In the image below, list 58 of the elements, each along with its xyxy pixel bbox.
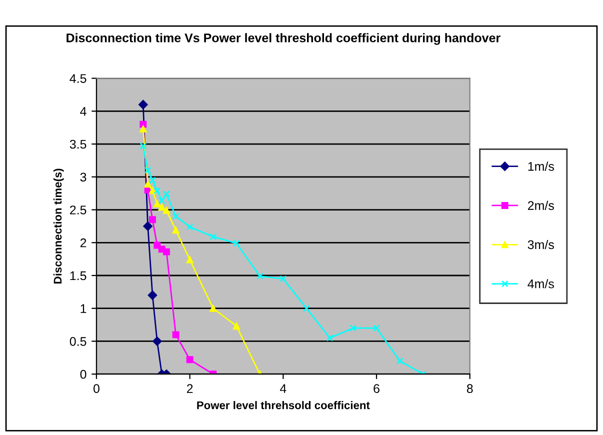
x-tick-label: 0 [93,384,100,394]
x-tick-label: 4 [280,384,286,393]
point [350,324,357,332]
point [396,357,404,364]
point [163,248,170,256]
y-tick-label: 0.5 [70,337,86,346]
point [172,212,180,220]
y-tick-label: 1 [80,304,86,313]
point [154,187,161,194]
point [280,275,287,282]
point [210,233,217,240]
y-tick-label: 2 [80,238,86,248]
point [144,180,152,188]
point [158,204,166,211]
point [303,304,310,312]
point [140,125,147,132]
point [256,272,264,280]
point [158,197,166,204]
point [186,356,194,364]
y-tick-label: 1.5 [70,271,86,280]
point [210,304,217,312]
y-tick-label: 3.5 [70,140,86,149]
legend-label: 1m/s [528,162,554,171]
x-tick-label: 6 [374,384,380,394]
point [154,200,161,208]
point [152,336,162,346]
point [172,331,180,338]
y-tick-label: 4 [80,107,86,116]
point [148,290,158,300]
point [138,100,148,110]
x-axis-title: Power level threhsold coefficient [197,401,370,410]
point [233,240,240,247]
point [326,334,334,342]
legend-label: 2m/s [528,200,554,210]
y-tick-label: 0 [80,370,86,379]
point [149,187,156,194]
x-tick-label: 2 [186,384,193,393]
point [144,166,152,174]
x-tick-label: 8 [466,384,473,394]
point [143,222,152,231]
y-axis-title: Disconnection time(s) [53,168,64,284]
point [140,142,147,150]
y-tick-label: 2.5 [70,206,86,214]
point [163,206,170,214]
point [233,322,240,330]
chart-title: Disconnection time Vs Power level threshold coefficient during handover [66,33,500,45]
y-tick-label: 4.5 [70,74,86,83]
y-tick-label: 3 [80,172,86,182]
point [163,190,170,198]
point [149,176,156,184]
point [186,256,194,264]
point [149,216,156,224]
legend-label: 3m/s [528,240,554,250]
point [186,223,194,230]
point [172,226,180,234]
point [373,324,380,332]
legend-label: 4m/s [528,279,554,288]
point [140,120,147,128]
